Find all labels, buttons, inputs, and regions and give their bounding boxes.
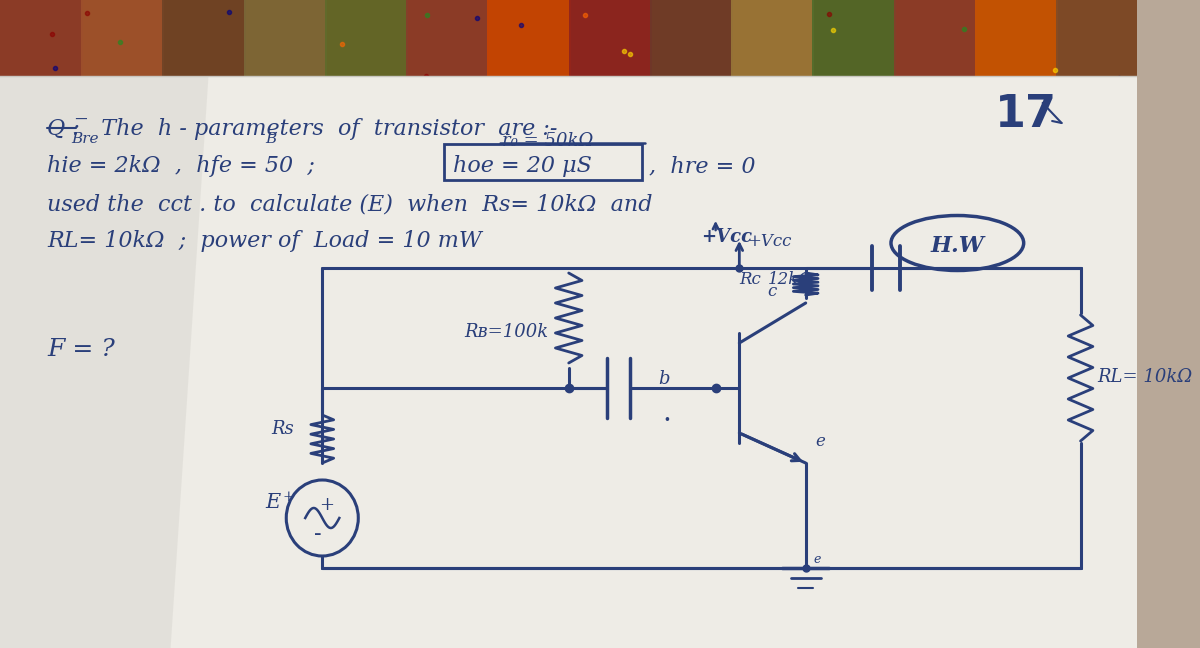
Text: RL= 10kΩ: RL= 10kΩ — [1098, 368, 1193, 386]
Text: F = ?: F = ? — [47, 338, 115, 361]
Text: +: + — [282, 490, 294, 504]
Text: 12kΩ: 12kΩ — [768, 271, 812, 288]
Bar — [487, 0, 571, 88]
Bar — [162, 0, 246, 88]
Bar — [0, 0, 1138, 88]
Bar — [325, 0, 408, 88]
Text: ,  hre = 0: , hre = 0 — [649, 155, 756, 177]
Text: hoe = 20 μS: hoe = 20 μS — [454, 155, 592, 177]
Bar — [407, 0, 490, 88]
Text: used the  cct . to  calculate (E)  when  Rs= 10kΩ  and: used the cct . to calculate (E) when Rs=… — [47, 193, 653, 215]
Bar — [244, 0, 326, 88]
Text: B: B — [265, 132, 277, 146]
Bar — [650, 0, 733, 88]
Text: Rs: Rs — [271, 420, 294, 438]
Text: +Vcc: +Vcc — [746, 233, 791, 250]
Text: c: c — [768, 283, 778, 300]
Text: r₀ = 50kΩ: r₀ = 50kΩ — [503, 132, 594, 150]
Text: -: - — [313, 523, 322, 545]
Text: +: + — [319, 496, 335, 514]
Text: Q : ̅  The  h - parameters  of  transistor  are :-: Q : ̅ The h - parameters of transistor a… — [47, 118, 558, 140]
Text: +Vcc: +Vcc — [702, 228, 752, 246]
Polygon shape — [0, 76, 209, 648]
Text: Bre: Bre — [71, 132, 98, 146]
Polygon shape — [0, 76, 1138, 648]
Text: RL= 10kΩ  ;  power of  Load = 10 mW: RL= 10kΩ ; power of Load = 10 mW — [47, 230, 482, 252]
Text: H.W: H.W — [930, 235, 984, 257]
Bar — [812, 0, 895, 88]
Text: Rc: Rc — [739, 271, 761, 288]
Bar — [0, 0, 83, 88]
Text: Rʙ=100k: Rʙ=100k — [464, 323, 548, 341]
Text: 17: 17 — [995, 93, 1057, 136]
Bar — [569, 0, 652, 88]
Text: hie = 2kΩ  ,  hfe = 50  ;: hie = 2kΩ , hfe = 50 ; — [47, 155, 316, 177]
Text: .: . — [662, 400, 671, 427]
Bar — [894, 0, 977, 88]
Bar — [82, 0, 164, 88]
Text: E: E — [265, 493, 281, 512]
Text: e: e — [814, 553, 821, 566]
Text: e: e — [815, 433, 826, 450]
Bar — [1056, 0, 1139, 88]
Text: b: b — [658, 370, 670, 388]
Bar — [974, 0, 1058, 88]
Bar — [731, 0, 815, 88]
